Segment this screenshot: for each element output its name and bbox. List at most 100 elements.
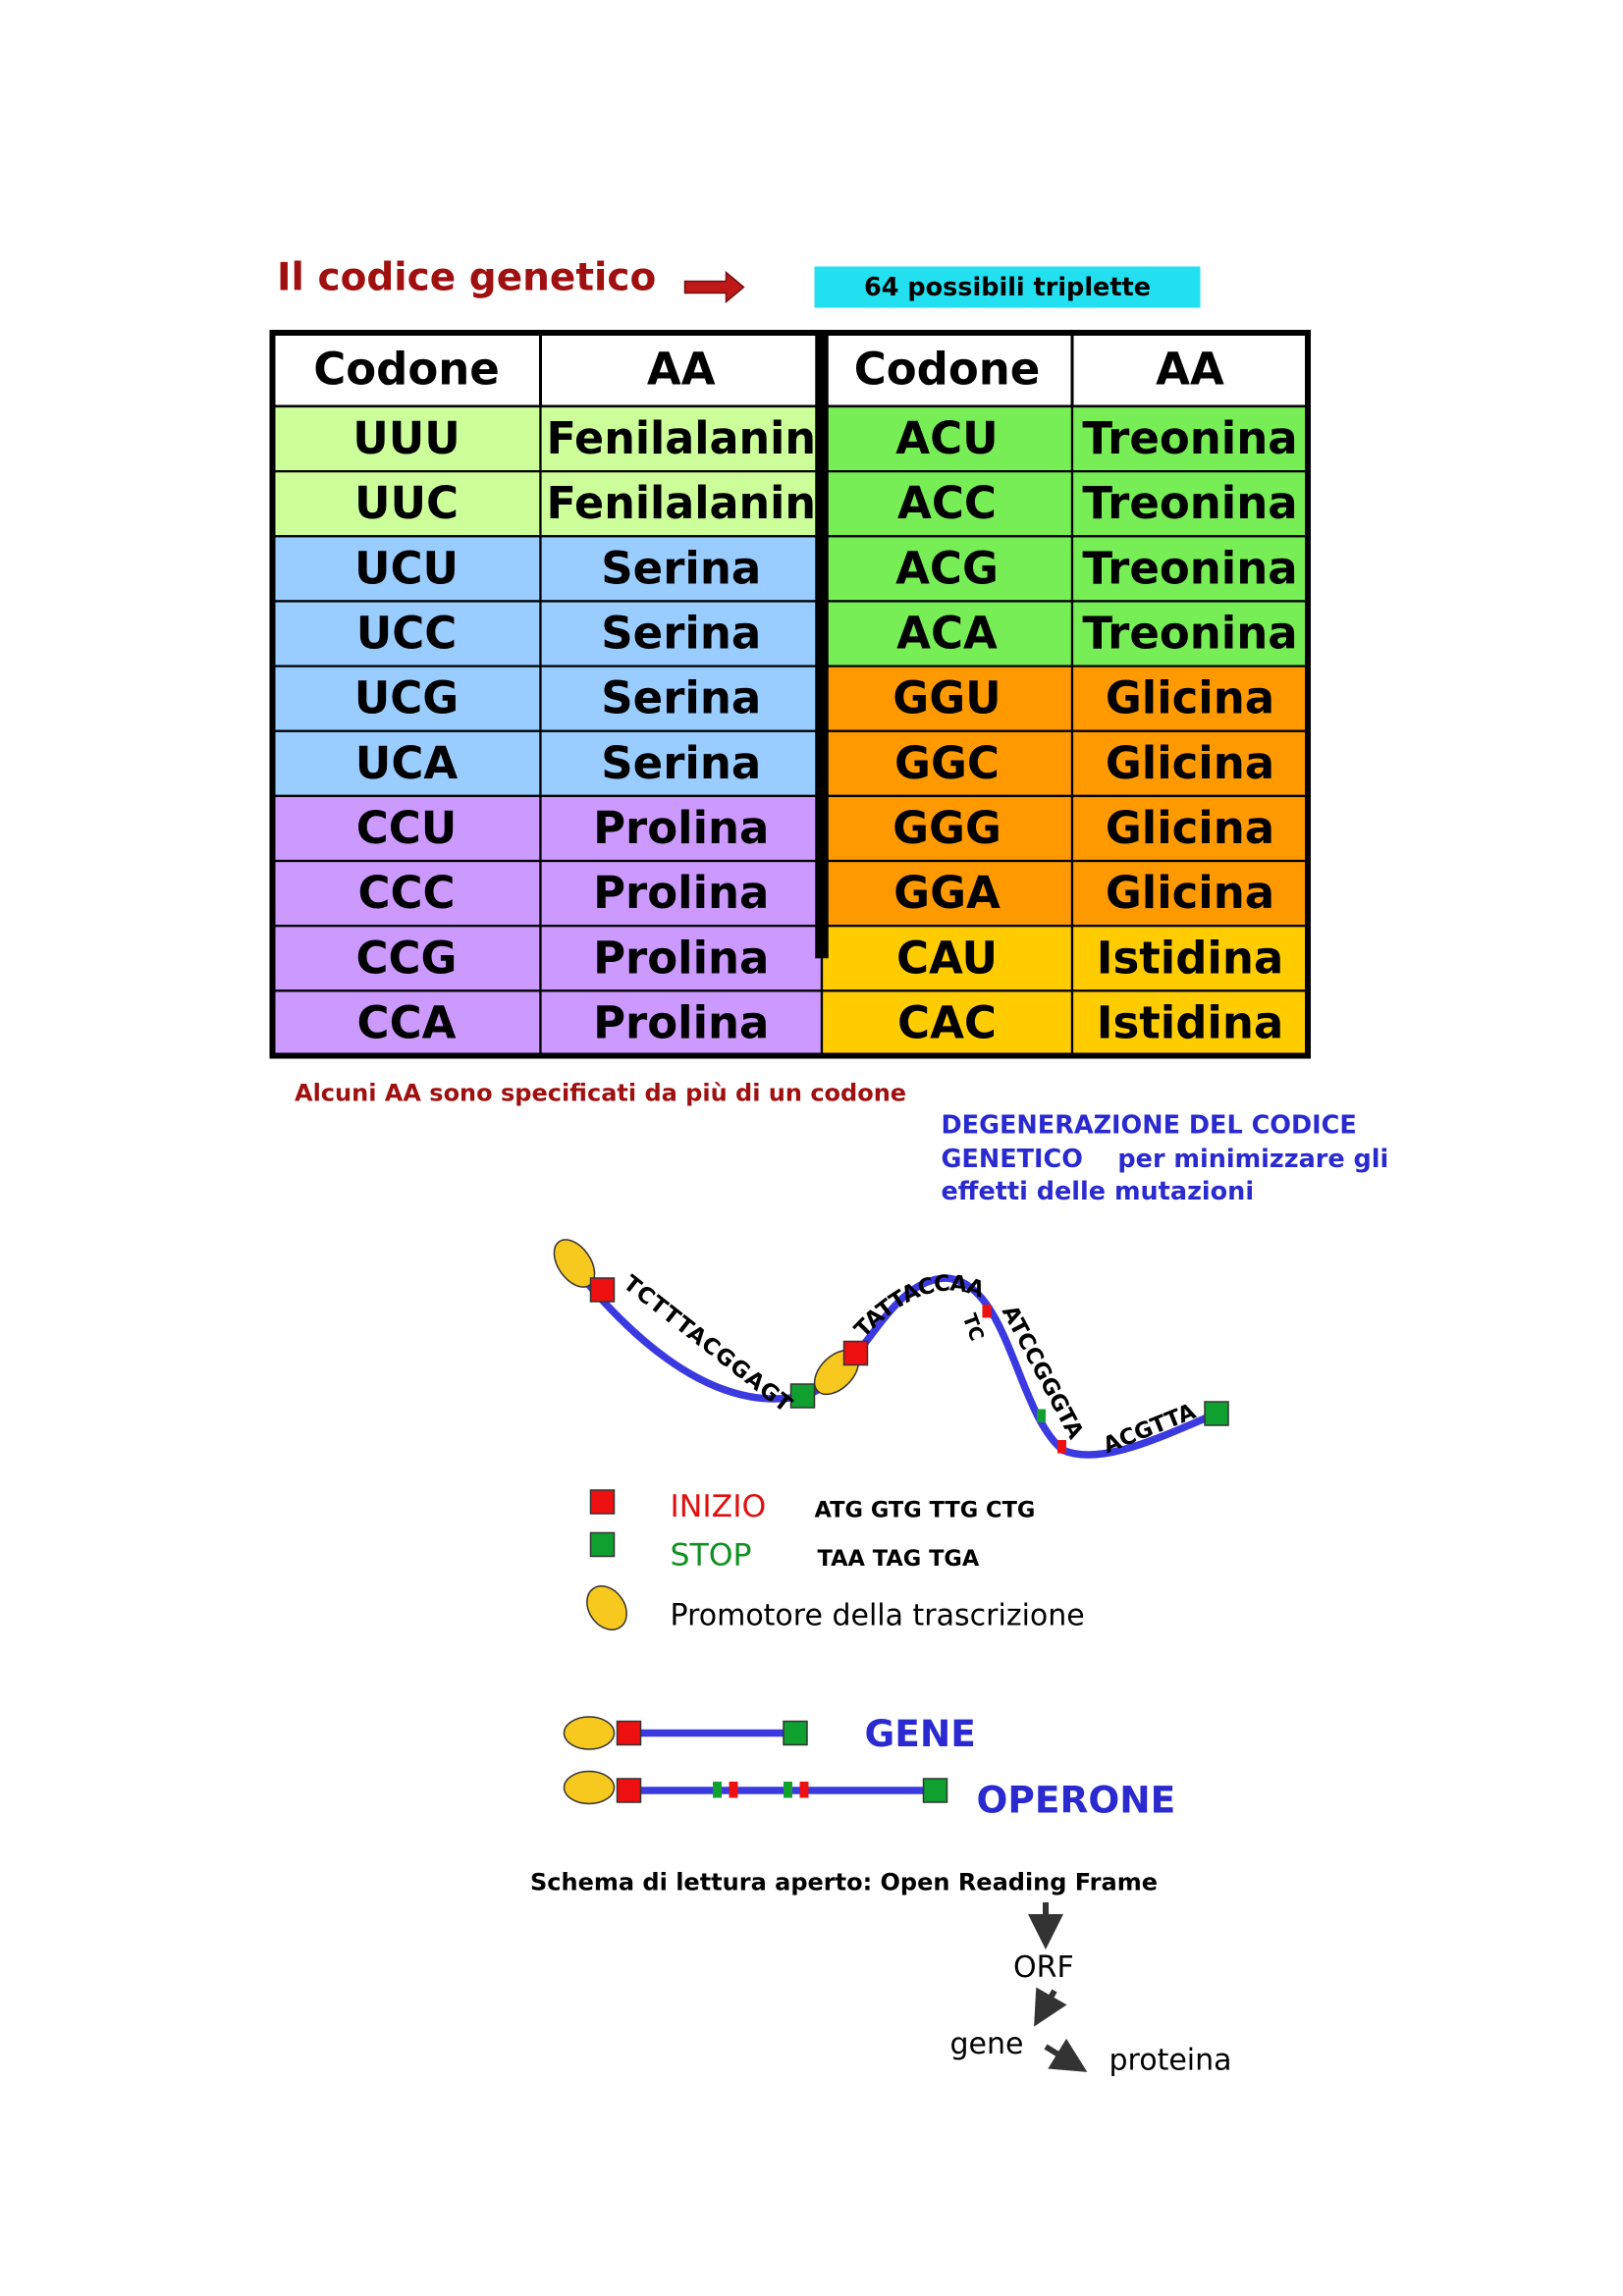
cell-text: Fenilalanin <box>547 477 817 529</box>
legend-label: STOP <box>671 1538 752 1574</box>
cell-text: ACA <box>896 608 998 660</box>
table-cell <box>1070 665 1310 732</box>
cell-text: CAU <box>896 932 998 984</box>
stop-codon <box>783 1720 808 1746</box>
cell-text: Glicina <box>1106 802 1274 854</box>
cell-text: ACU <box>895 412 998 464</box>
promoter <box>563 1716 616 1750</box>
degeneration-line: GENETICO per minimizzare gli <box>942 1145 1389 1174</box>
cell-text: CCG <box>356 932 458 984</box>
cell-text: UCA <box>355 737 459 789</box>
cell-text: CCA <box>357 996 457 1048</box>
table-border <box>269 330 1311 1059</box>
legend-codons: ATG GTG TTG CTG <box>815 1498 1036 1523</box>
flow-item: gene <box>950 2027 1024 2061</box>
arrow <box>683 270 745 304</box>
operon-label: OPERONE <box>977 1779 1176 1822</box>
flow-item: proteina <box>1109 2044 1232 2078</box>
stop-codon <box>784 1782 792 1798</box>
stop-codon <box>1204 1401 1229 1426</box>
promoter <box>553 1239 596 1288</box>
cell-text: Treonina <box>1082 608 1297 660</box>
header-cell <box>271 331 542 408</box>
degeneration-line: effetti delle mutazioni <box>942 1177 1255 1206</box>
dna-strand <box>561 1252 1218 1459</box>
table-cell <box>539 729 824 798</box>
cell-text: UCG <box>354 672 460 724</box>
cell-text: GGG <box>893 802 1001 854</box>
codon-table: Codone AA Codone AA UUU Fenilalanin ACU Treonin… <box>269 330 1311 1059</box>
cell-text: CCC <box>357 867 455 919</box>
cell-text: Istidina <box>1097 932 1284 984</box>
cell-text: Treonina <box>1082 477 1297 529</box>
caption: Alcuni AA sono specificati da più di un … <box>295 1080 906 1107</box>
column-header: Codone <box>854 344 1041 396</box>
arrow <box>1034 1987 1067 2027</box>
start-codon <box>589 1277 616 1303</box>
start-codon <box>1057 1440 1066 1454</box>
stop-codon <box>713 1782 722 1798</box>
legend-stop <box>589 1531 616 1558</box>
table-cell <box>539 794 824 863</box>
table-cell <box>1070 404 1310 473</box>
table-cell <box>820 665 1074 732</box>
table-cell <box>539 600 824 667</box>
note-box <box>814 266 1201 308</box>
table-cell <box>271 794 542 863</box>
table-cell <box>539 665 824 732</box>
column-header: Codone <box>313 344 500 396</box>
table-cell <box>1070 535 1310 603</box>
legend-label: INIZIO <box>671 1489 767 1524</box>
cell-text: Glicina <box>1106 737 1274 789</box>
cell-text: CCU <box>356 802 458 854</box>
legend-label: Promotore della trascrizione <box>671 1599 1085 1633</box>
table-cell <box>271 665 542 732</box>
table-cell <box>820 794 1074 863</box>
stop-codon <box>922 1778 948 1803</box>
start-codon <box>842 1340 869 1366</box>
cell-text: Serina <box>601 737 761 789</box>
degeneration-line: DEGENERAZIONE DEL CODICE <box>942 1111 1357 1141</box>
table-cell <box>820 535 1074 603</box>
column-header: AA <box>1156 344 1224 396</box>
cell-text: GGU <box>893 672 1001 724</box>
cell-text: Treonina <box>1082 542 1297 594</box>
cell-text: Fenilalanin <box>547 412 817 464</box>
cell-text: UUC <box>354 477 459 529</box>
note: 64 possibili triplette <box>864 273 1151 302</box>
table-cell <box>1070 989 1310 1057</box>
arrow <box>1044 2038 1088 2072</box>
cell-text: UUU <box>352 412 460 464</box>
cell-text: CAC <box>897 996 997 1048</box>
table-cell <box>1070 470 1310 538</box>
legend-codons: TAA TAG TGA <box>818 1546 980 1572</box>
cell-text: Prolina <box>593 996 769 1048</box>
stop-codon <box>789 1383 816 1409</box>
start-codon <box>616 1720 642 1746</box>
legend-promoter <box>586 1585 627 1630</box>
cell-text: ACG <box>895 542 999 594</box>
stop-codon <box>1037 1409 1046 1423</box>
cell-text: UCU <box>354 542 459 594</box>
column-header: AA <box>647 344 716 396</box>
cell-text: GGC <box>894 737 1000 789</box>
cell-text: Glicina <box>1106 867 1274 919</box>
cell-text: Treonina <box>1082 412 1297 464</box>
table-cell <box>539 470 824 538</box>
cell-text: Glicina <box>1106 672 1274 724</box>
start-codon <box>616 1778 642 1803</box>
cell-text: Prolina <box>593 867 769 919</box>
table-cell <box>539 535 824 603</box>
cell-text: Serina <box>601 608 761 660</box>
table-cell <box>271 989 542 1057</box>
gene-label: GENE <box>865 1712 976 1755</box>
flow-item: ORF <box>1013 1950 1074 1985</box>
table-cell <box>820 989 1074 1057</box>
cell-text: Serina <box>601 542 761 594</box>
start-codon <box>799 1782 809 1798</box>
promoter <box>563 1770 616 1805</box>
title: Il codice genetico <box>277 256 656 300</box>
orf-caption: Schema di lettura aperto: Open Reading F… <box>530 1869 1158 1896</box>
cell-text: Istidina <box>1097 996 1284 1048</box>
